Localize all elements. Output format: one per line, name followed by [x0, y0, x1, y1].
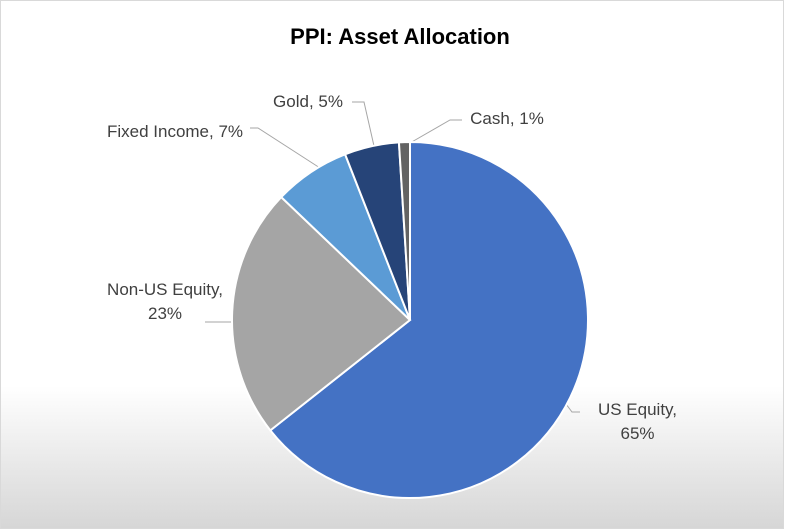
pie-slice — [268, 140, 589, 499]
chart-title: PPI: Asset Allocation — [290, 24, 510, 49]
leader-line — [352, 101, 375, 147]
pie-slice — [397, 140, 411, 321]
data-label: Fixed Income, 7% — [106, 122, 244, 141]
slices — [231, 140, 589, 499]
data-label: Non-US Equity, 23% — [107, 280, 223, 323]
pie-slice — [231, 195, 412, 432]
data-label: Gold, 5% — [273, 92, 343, 111]
data-label: Cash, 1% — [470, 109, 544, 128]
leader-line — [409, 119, 462, 144]
data-label: US Equity, 65% — [597, 400, 678, 443]
leader-line — [250, 127, 321, 169]
